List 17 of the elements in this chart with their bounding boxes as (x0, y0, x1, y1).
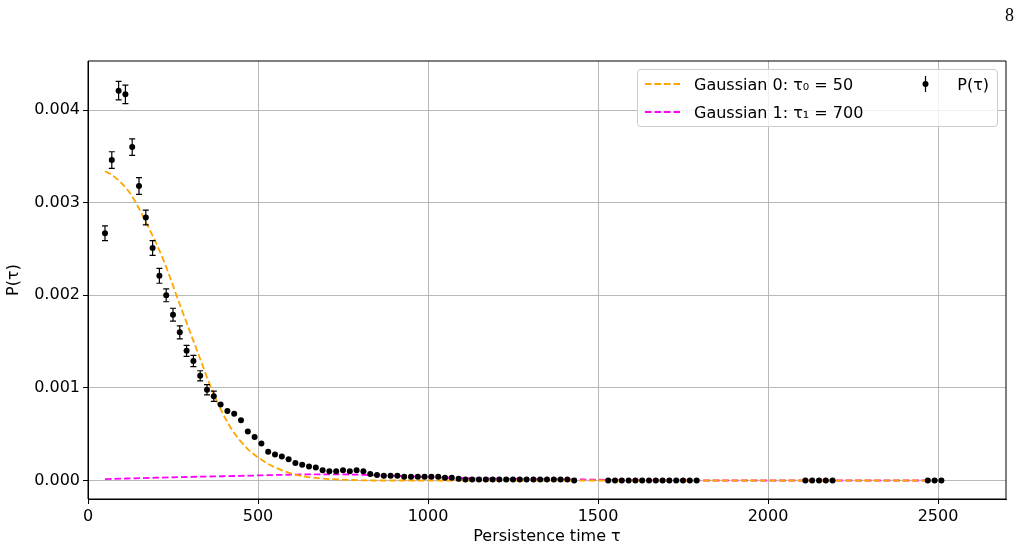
x-tick-label: 2500 (917, 505, 959, 525)
legend-label: P(τ) (957, 74, 990, 94)
y-tick-label: 0.004 (34, 99, 80, 119)
y-tick-label: 0.000 (34, 469, 80, 489)
x-tick-label: 500 (242, 505, 274, 525)
legend-label: Gaussian 1: τ₁ = 700 (694, 102, 864, 122)
x-tick-label: 0 (82, 505, 94, 525)
x-tick-label: 2000 (747, 505, 789, 525)
x-tick-label: 1000 (407, 505, 449, 525)
legend-label: Gaussian 0: τ₀ = 50 (694, 74, 854, 94)
y-tick-label: 0.003 (34, 191, 80, 211)
x-tick-label: 1500 (577, 505, 619, 525)
text: 8 (1005, 4, 1014, 25)
y-axis-title: P(τ) (2, 264, 22, 296)
y-tick-label: 0.001 (34, 377, 80, 397)
x-axis-title: Persistence time τ (473, 525, 621, 545)
y-tick-label: 0.002 (34, 284, 80, 304)
